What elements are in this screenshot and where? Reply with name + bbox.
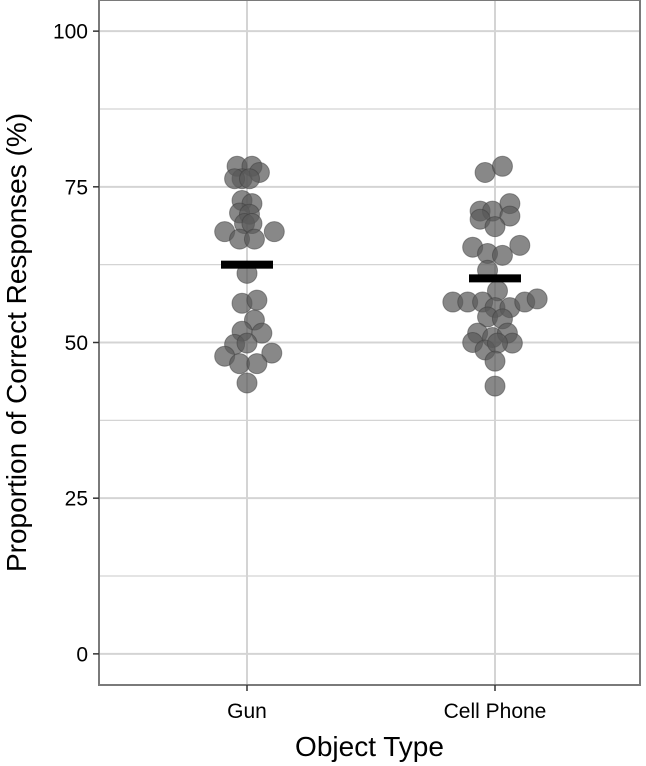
data-point xyxy=(526,288,548,310)
grid xyxy=(99,0,640,685)
data-point xyxy=(263,221,285,243)
y-tick-label: 25 xyxy=(65,488,88,511)
data-point xyxy=(499,205,521,227)
mean-bar xyxy=(221,260,273,269)
data-point xyxy=(246,289,268,311)
data-point xyxy=(246,353,268,375)
data-point xyxy=(236,372,258,394)
data-point xyxy=(484,375,506,397)
x-axis-ticks: Gun Cell Phone xyxy=(227,685,546,723)
x-tick-label: Cell Phone xyxy=(444,700,547,723)
data-point xyxy=(251,322,273,344)
mean-bar xyxy=(469,274,521,283)
data-point xyxy=(484,350,506,372)
data-point xyxy=(509,234,531,256)
x-tick-label: Gun xyxy=(227,700,267,723)
data-point xyxy=(238,168,260,190)
data-point xyxy=(491,155,513,177)
data-point xyxy=(243,228,265,250)
x-axis-title: Object Type xyxy=(295,731,444,762)
data-point xyxy=(486,332,508,354)
data-point xyxy=(491,244,513,266)
y-axis-ticks: 0 25 50 75 100 xyxy=(53,21,99,666)
mean-markers xyxy=(221,260,521,283)
data-point xyxy=(261,342,283,364)
y-tick-label: 100 xyxy=(53,21,88,44)
y-tick-label: 75 xyxy=(65,176,88,199)
y-axis-title: Proportion of Correct Responses (%) xyxy=(1,113,32,572)
y-tick-label: 50 xyxy=(65,332,88,355)
data-points xyxy=(214,155,548,397)
data-point xyxy=(484,216,506,238)
y-tick-label: 0 xyxy=(76,643,88,666)
data-point xyxy=(236,332,258,354)
